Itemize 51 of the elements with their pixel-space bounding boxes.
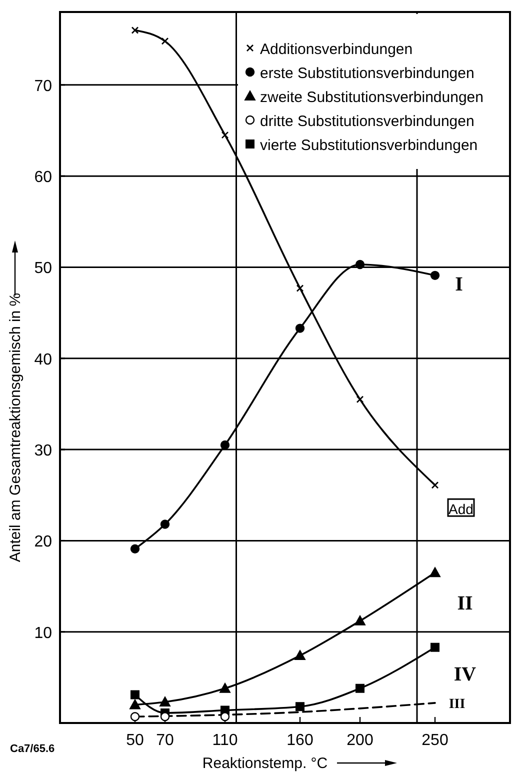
y-axis-title: Anteil am Gesamtreaktionsgemisch in % [7, 292, 24, 562]
text: Ca7/65.6 [10, 743, 55, 755]
point [294, 650, 306, 660]
point [430, 567, 440, 578]
point [220, 440, 230, 450]
point [296, 702, 304, 712]
annotation: IV [454, 663, 477, 686]
point [221, 131, 229, 139]
x-tick-label: 70 [156, 732, 174, 749]
point [296, 284, 304, 292]
point [356, 396, 364, 404]
y-tick-label: 60 [34, 169, 52, 186]
annotation: III [448, 696, 466, 712]
x-tick-label: 200 [346, 732, 374, 749]
point [431, 481, 439, 489]
legend-label: erste Substitutionsverbindungen [260, 65, 474, 82]
x-axis-title: Reaktionstemp. °C [202, 755, 328, 772]
point [160, 520, 170, 529]
point [161, 37, 169, 45]
annotation: I [455, 273, 464, 296]
point [130, 712, 140, 722]
point [130, 699, 140, 710]
point [160, 712, 170, 722]
x-tick-label: 250 [422, 732, 448, 749]
y-tick-label: 40 [34, 351, 52, 368]
x-tick-label: 50 [126, 732, 144, 749]
legend-label: zweite Substitutionsverbindungen [260, 89, 484, 106]
point [130, 544, 140, 554]
point [430, 642, 440, 652]
annotation: II [457, 592, 473, 615]
y-tick-label: 20 [34, 534, 52, 551]
point [131, 26, 139, 34]
y-tick-label: 10 [34, 624, 52, 642]
point [430, 270, 440, 280]
y-tick-label: 30 [34, 442, 52, 460]
point [220, 712, 230, 722]
point [354, 615, 366, 626]
x-tick-label: 160 [286, 732, 314, 749]
point [220, 682, 230, 693]
legend-label: dritte Substitutionsverbindungen [260, 113, 474, 130]
annotation: Add [448, 501, 474, 518]
y-tick-label: 50 [34, 260, 52, 278]
y-tick-label: 70 [34, 78, 52, 95]
x-tick-label: 110 [212, 732, 238, 749]
point [130, 690, 140, 700]
legend-label: vierte Substitutionsverbindungen [260, 137, 478, 154]
point [356, 684, 364, 693]
point [160, 696, 170, 707]
point [355, 260, 365, 270]
point [295, 324, 305, 333]
legend-label: Additionsverbindungen [260, 41, 413, 58]
